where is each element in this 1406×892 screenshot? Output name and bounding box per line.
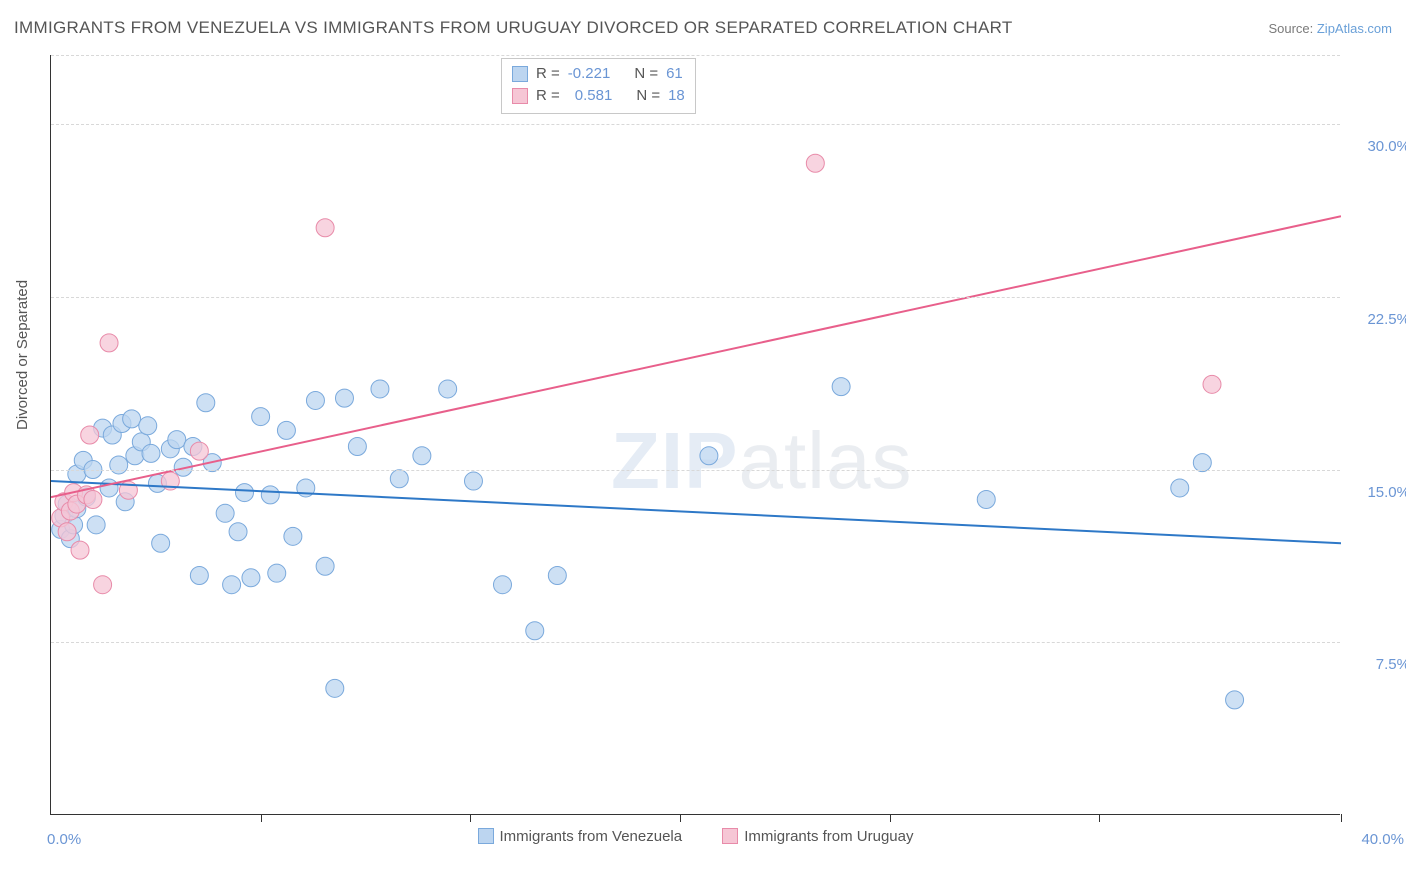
data-point [464, 472, 482, 490]
data-point [236, 484, 254, 502]
data-point [252, 408, 270, 426]
n-value: 18 [668, 85, 685, 107]
stats-legend: R = -0.221 N = 61 R = 0.581 N = 18 [501, 58, 696, 114]
r-label: R = [536, 85, 560, 107]
n-label: N = [636, 85, 660, 107]
data-point [1171, 479, 1189, 497]
data-point [326, 679, 344, 697]
gridline-h [51, 297, 1340, 298]
r-value: -0.221 [568, 63, 611, 85]
n-value: 61 [666, 63, 683, 85]
data-point [81, 426, 99, 444]
chart-title: IMMIGRANTS FROM VENEZUELA VS IMMIGRANTS … [14, 18, 1013, 38]
chart-svg [51, 55, 1341, 815]
legend-swatch-uruguay [512, 88, 528, 104]
legend-label: Immigrants from Uruguay [744, 828, 913, 845]
stats-legend-row: R = -0.221 N = 61 [512, 63, 685, 85]
data-point [277, 421, 295, 439]
x-tick [1099, 814, 1100, 822]
x-tick [890, 814, 891, 822]
data-point [123, 410, 141, 428]
data-point [306, 391, 324, 409]
data-point [87, 516, 105, 534]
data-point [197, 394, 215, 412]
data-point [700, 447, 718, 465]
data-point [316, 219, 334, 237]
data-point [268, 564, 286, 582]
data-point [100, 334, 118, 352]
data-point [139, 417, 157, 435]
y-tick-label: 15.0% [1350, 484, 1406, 501]
source-link[interactable]: ZipAtlas.com [1317, 21, 1392, 36]
data-point [548, 566, 566, 584]
data-point [494, 576, 512, 594]
data-point [152, 534, 170, 552]
data-point [1203, 375, 1221, 393]
x-axis-max-label: 40.0% [1361, 831, 1404, 848]
data-point [977, 490, 995, 508]
gridline-h [51, 55, 1340, 56]
y-tick-label: 22.5% [1350, 311, 1406, 328]
data-point [190, 566, 208, 584]
data-point [284, 527, 302, 545]
data-point [316, 557, 334, 575]
y-axis-label: Divorced or Separated [14, 280, 31, 430]
data-point [94, 576, 112, 594]
data-point [190, 442, 208, 460]
data-point [223, 576, 241, 594]
data-point [100, 479, 118, 497]
y-tick-label: 7.5% [1350, 656, 1406, 673]
source-prefix: Source: [1268, 21, 1316, 36]
x-tick [1341, 814, 1342, 822]
x-tick [261, 814, 262, 822]
data-point [806, 154, 824, 172]
data-point [71, 541, 89, 559]
legend-swatch-uruguay [722, 828, 738, 844]
trend-line [51, 216, 1341, 497]
r-label: R = [536, 63, 560, 85]
data-point [439, 380, 457, 398]
data-point [229, 523, 247, 541]
data-point [413, 447, 431, 465]
data-point [1226, 691, 1244, 709]
data-point [335, 389, 353, 407]
r-value: 0.581 [568, 85, 613, 107]
data-point [242, 569, 260, 587]
gridline-h [51, 470, 1340, 471]
bottom-legend-item: Immigrants from Uruguay [722, 828, 913, 845]
x-tick [470, 814, 471, 822]
data-point [371, 380, 389, 398]
data-point [110, 456, 128, 474]
legend-swatch-venezuela [478, 828, 494, 844]
y-tick-label: 30.0% [1350, 138, 1406, 155]
plot-area: ZIPatlas R = -0.221 N = 61 R = 0.581 N =… [50, 55, 1340, 815]
data-point [84, 490, 102, 508]
gridline-h [51, 642, 1340, 643]
data-point [216, 504, 234, 522]
stats-legend-row: R = 0.581 N = 18 [512, 85, 685, 107]
bottom-legend-item: Immigrants from Venezuela [478, 828, 683, 845]
source-attribution: Source: ZipAtlas.com [1268, 21, 1392, 36]
data-point [390, 470, 408, 488]
data-point [526, 622, 544, 640]
bottom-legend: Immigrants from Venezuela Immigrants fro… [51, 828, 1340, 849]
n-label: N = [634, 63, 658, 85]
legend-swatch-venezuela [512, 66, 528, 82]
data-point [348, 438, 366, 456]
data-point [142, 444, 160, 462]
data-point [58, 523, 76, 541]
data-point [168, 431, 186, 449]
legend-label: Immigrants from Venezuela [500, 828, 683, 845]
data-point [261, 486, 279, 504]
chart-header: IMMIGRANTS FROM VENEZUELA VS IMMIGRANTS … [14, 18, 1392, 38]
gridline-h [51, 124, 1340, 125]
data-point [832, 378, 850, 396]
x-tick [680, 814, 681, 822]
